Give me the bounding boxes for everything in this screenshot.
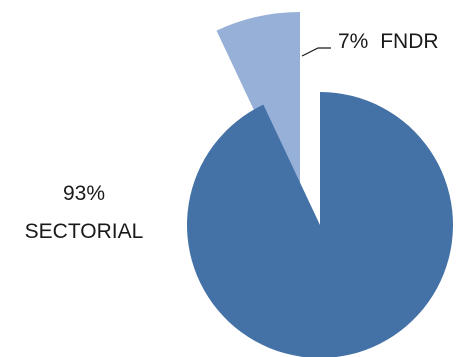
slice-label-fndr-name: FNDR <box>380 30 438 53</box>
slice-label-sectorial: 93% <box>63 182 105 205</box>
fndr-leader-line <box>301 47 331 57</box>
slice-label-sectorial-pct: 93% <box>63 182 105 205</box>
slice-label-fndr: 7% FNDR <box>338 30 439 53</box>
slice-label-sectorial-name: SECTORIAL <box>25 220 144 243</box>
slices-layer <box>187 12 453 357</box>
pie-slice-sectorial <box>187 92 453 357</box>
slice-label-fndr-pct: 7% <box>338 30 368 53</box>
